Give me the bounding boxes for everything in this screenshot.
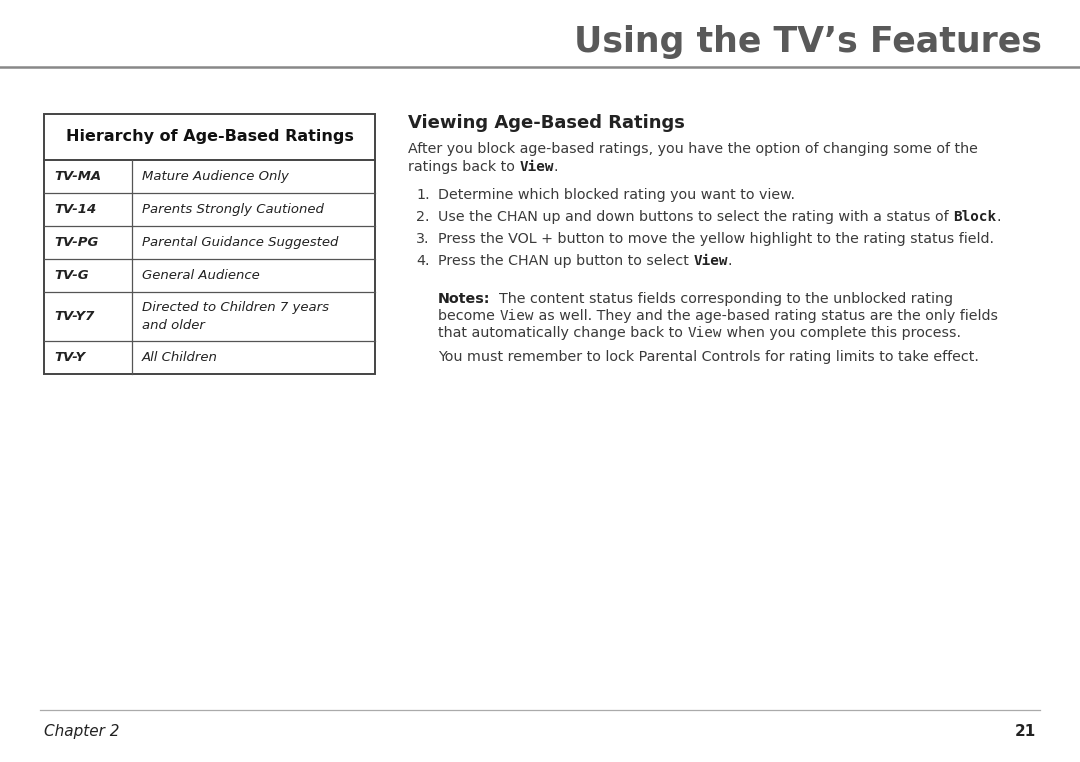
Text: 3.: 3. — [416, 232, 430, 246]
Text: Parental Guidance Suggested: Parental Guidance Suggested — [141, 235, 338, 249]
Text: 4.: 4. — [416, 254, 430, 268]
Text: TV-MA: TV-MA — [54, 170, 102, 183]
Text: 2.: 2. — [416, 210, 430, 224]
Text: 1.: 1. — [416, 188, 430, 202]
Text: You must remember to lock Parental Controls for rating limits to take effect.: You must remember to lock Parental Contr… — [438, 350, 978, 364]
Text: Determine which blocked rating you want to view.: Determine which blocked rating you want … — [438, 188, 795, 202]
Text: The content status fields corresponding to the unblocked rating: The content status fields corresponding … — [490, 292, 954, 306]
Text: TV-Y: TV-Y — [54, 351, 85, 364]
Text: Notes:: Notes: — [438, 292, 490, 306]
Text: that automatically change back to: that automatically change back to — [438, 326, 687, 340]
Text: Parents Strongly Cautioned: Parents Strongly Cautioned — [141, 203, 324, 216]
Text: Chapter 2: Chapter 2 — [44, 724, 120, 739]
Text: .: . — [554, 160, 558, 174]
Text: .: . — [996, 210, 1001, 224]
Text: ratings back to: ratings back to — [408, 160, 519, 174]
Text: View: View — [693, 254, 728, 268]
Text: TV-G: TV-G — [54, 269, 89, 282]
Text: Using the TV’s Features: Using the TV’s Features — [575, 25, 1042, 59]
Text: Press the VOL + button to move the yellow highlight to the rating status field.: Press the VOL + button to move the yello… — [438, 232, 994, 246]
Bar — [44, 114, 375, 374]
Text: TV-PG: TV-PG — [54, 235, 98, 249]
Text: Viewing Age-Based Ratings: Viewing Age-Based Ratings — [408, 114, 685, 132]
Text: Press the CHAN up button to select: Press the CHAN up button to select — [438, 254, 693, 268]
Text: when you complete this process.: when you complete this process. — [721, 326, 961, 340]
Text: 21: 21 — [1015, 724, 1036, 739]
Text: .: . — [728, 254, 732, 268]
Text: become: become — [438, 309, 499, 323]
Text: and older: and older — [141, 319, 205, 332]
Text: View: View — [519, 160, 554, 174]
Text: Use the CHAN up and down buttons to select the rating with a status of: Use the CHAN up and down buttons to sele… — [438, 210, 954, 224]
Text: View: View — [687, 326, 721, 340]
Text: Mature Audience Only: Mature Audience Only — [141, 170, 288, 183]
Text: Hierarchy of Age-Based Ratings: Hierarchy of Age-Based Ratings — [66, 130, 353, 145]
Text: General Audience: General Audience — [141, 269, 260, 282]
Text: All Children: All Children — [141, 351, 218, 364]
Text: After you block age-based ratings, you have the option of changing some of the: After you block age-based ratings, you h… — [408, 142, 977, 156]
Text: Block: Block — [954, 210, 996, 224]
Text: TV-14: TV-14 — [54, 203, 96, 216]
Text: Directed to Children 7 years: Directed to Children 7 years — [141, 301, 329, 314]
Text: TV-Y7: TV-Y7 — [54, 310, 94, 323]
Text: as well. They and the age-based rating status are the only fields: as well. They and the age-based rating s… — [534, 309, 998, 323]
Bar — [44, 114, 375, 374]
Text: View: View — [499, 309, 534, 323]
